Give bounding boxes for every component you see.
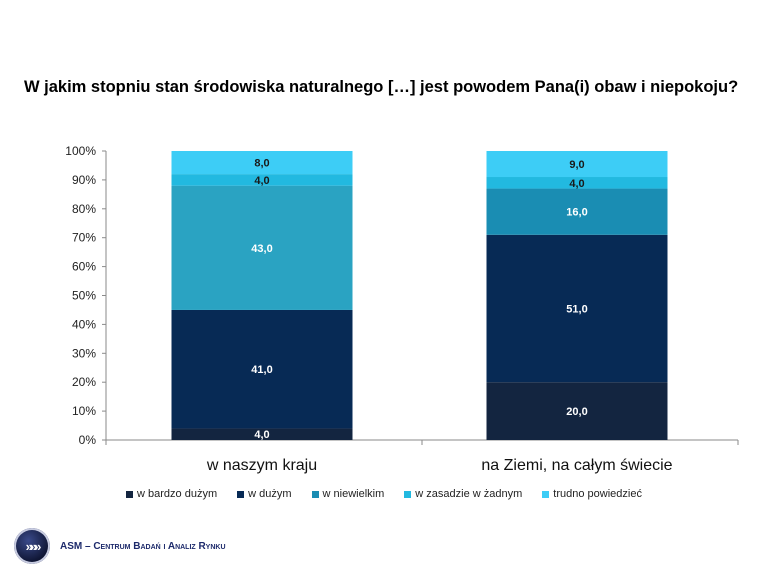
- legend-swatch: [126, 490, 134, 498]
- organization-name: ASM – Centrum Badań i Analiz Rynku: [60, 540, 226, 552]
- category-label: w naszym kraju: [206, 457, 317, 474]
- legend-item: w zasadzie w żadnym: [404, 488, 522, 500]
- data-label: 41,0: [251, 364, 272, 376]
- legend-item: w niewielkim: [311, 488, 385, 500]
- y-tick-label: 30%: [72, 346, 96, 360]
- y-tick-label: 40%: [72, 317, 96, 331]
- legend-label: w dużym: [248, 488, 292, 500]
- data-label: 16,0: [566, 207, 587, 219]
- legend-label: w niewielkim: [322, 488, 385, 500]
- y-tick-label: 60%: [72, 260, 96, 274]
- y-tick-label: 0%: [79, 433, 97, 447]
- y-tick-label: 50%: [72, 289, 96, 303]
- data-label: 43,0: [251, 243, 272, 255]
- bar-segment: [486, 234, 668, 383]
- data-label: 4,0: [569, 178, 584, 190]
- legend-item: w dużym: [237, 488, 292, 500]
- chart-title: W jakim stopniu stan środowiska naturaln…: [24, 78, 739, 96]
- bar-segment: [486, 188, 668, 235]
- footer: »»» ASM – Centrum Badań i Analiz Rynku: [14, 528, 226, 564]
- legend-label: w zasadzie w żadnym: [415, 488, 523, 500]
- legend-label: trudno powiedzieć: [553, 488, 642, 500]
- data-label: 20,0: [566, 406, 587, 418]
- legend-label: w bardzo dużym: [137, 488, 218, 500]
- legend-item: w bardzo dużym: [126, 488, 217, 500]
- legend-swatch: [404, 490, 412, 498]
- bar-segment: [171, 185, 353, 310]
- y-tick-label: 10%: [72, 404, 96, 418]
- bar-segment: [486, 382, 668, 440]
- legend-swatch: [237, 490, 245, 498]
- legend-item: trudno powiedzieć: [542, 488, 642, 500]
- data-label: 4,0: [254, 175, 269, 187]
- data-label: 9,0: [569, 159, 584, 171]
- legend-swatch: [542, 490, 550, 498]
- category-label: na Ziemi, na całym świecie: [481, 457, 672, 474]
- asm-logo-icon: »»»: [14, 528, 50, 564]
- bar-segment: [486, 151, 668, 178]
- data-label: 8,0: [254, 158, 269, 170]
- legend-swatch: [311, 490, 319, 498]
- y-tick-label: 90%: [72, 173, 96, 187]
- y-tick-label: 80%: [72, 202, 96, 216]
- bar-segment: [171, 428, 353, 440]
- y-tick-label: 100%: [65, 144, 96, 158]
- bar-segment: [171, 309, 353, 429]
- bar-segment: [171, 151, 353, 175]
- data-label: 4,0: [254, 429, 269, 441]
- y-tick-label: 70%: [72, 231, 96, 245]
- y-tick-label: 20%: [72, 375, 96, 389]
- bar-segment: [486, 177, 668, 189]
- bar-segment: [171, 174, 353, 186]
- chart-legend: w bardzo dużym w dużym w niewielkim w zasad…: [0, 488, 768, 500]
- data-label: 51,0: [566, 304, 587, 316]
- stacked-bar-chart: 0% 10% 20% 30% 40% 50% 60% 70% 80% 90% 100% 4,0 41,0…: [65, 144, 739, 474]
